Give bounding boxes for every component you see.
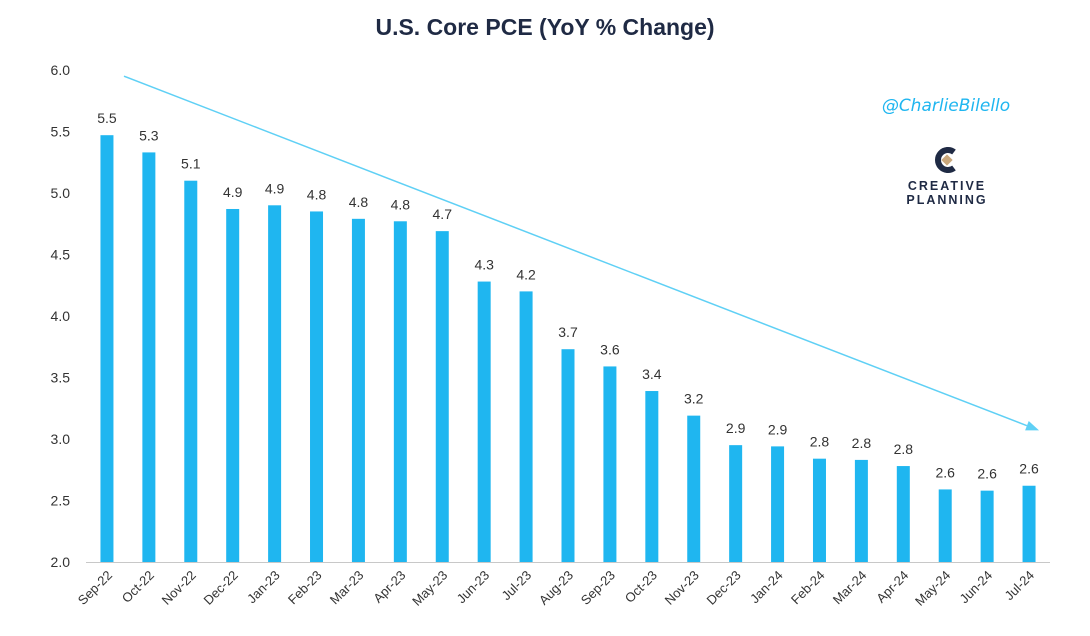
data-label: 3.2	[684, 391, 704, 407]
bar	[310, 211, 324, 562]
data-label: 2.6	[935, 464, 955, 480]
data-label: 2.8	[810, 434, 830, 450]
x-tick-label: Oct-22	[119, 568, 157, 606]
data-label: 3.4	[642, 366, 662, 382]
x-tick-label: Aug-23	[536, 568, 576, 608]
x-tick-label: Jan-23	[244, 568, 283, 607]
x-tick-label: Jan-24	[747, 568, 786, 607]
brand-line-1: CREATIVE	[907, 179, 987, 193]
data-label: 2.9	[768, 421, 788, 437]
bar	[645, 391, 659, 562]
x-tick-label: Jul-23	[499, 568, 535, 604]
bar	[184, 180, 198, 562]
x-tick-label: Nov-23	[662, 568, 702, 608]
x-tick-label: May-24	[912, 568, 953, 609]
y-tick-label: 4.5	[51, 247, 71, 263]
bar	[100, 135, 114, 562]
bar	[393, 221, 407, 563]
y-axis: 2.0 2.5 3.0 3.5 4.0 4.5 5.0 5.5 6.0	[51, 62, 71, 570]
data-label: 3.7	[558, 324, 578, 340]
bar	[435, 231, 449, 562]
y-tick-label: 3.5	[51, 370, 71, 386]
data-label: 4.9	[223, 184, 243, 200]
y-tick-label: 5.0	[51, 185, 71, 201]
data-label: 4.2	[516, 266, 536, 282]
x-tick-label: Mar-24	[830, 568, 870, 608]
bar	[1022, 485, 1036, 562]
x-tick-label: Apr-23	[370, 568, 408, 606]
data-label: 2.9	[726, 420, 746, 436]
data-label: 2.8	[894, 441, 914, 457]
x-tick-label: Oct-23	[622, 568, 660, 606]
x-tick-label: Jul-24	[1002, 568, 1038, 604]
trend-line	[123, 75, 1028, 427]
brand-line-2: PLANNING	[906, 193, 988, 207]
data-label: 2.8	[852, 435, 872, 451]
bar	[561, 349, 575, 562]
bar	[812, 458, 826, 562]
bar	[477, 281, 491, 562]
trend-arrow	[123, 75, 1040, 431]
x-axis: Sep-22 Oct-22 Nov-22 Dec-22 Jan-23 Feb-23 Mar-…	[75, 562, 1050, 609]
bar	[519, 291, 533, 562]
y-tick-label: 6.0	[51, 62, 71, 78]
x-tick-label: Feb-23	[285, 568, 325, 608]
bar	[896, 466, 910, 562]
data-label: 3.6	[600, 341, 620, 357]
x-tick-label: Sep-22	[75, 568, 115, 608]
x-tick-label: Feb-24	[788, 568, 828, 608]
bar	[226, 208, 240, 563]
data-labels: 5.5 5.3 5.1 4.9 4.9 4.8 4.8 4.8 4.7 4.3 4.2 3.7 3.6 3…	[97, 110, 1039, 481]
data-label: 2.6	[977, 466, 997, 482]
bar	[603, 366, 617, 562]
creative-planning-logo-icon	[935, 147, 956, 173]
data-label: 5.5	[97, 110, 117, 126]
data-label: 5.3	[139, 127, 159, 143]
data-label: 4.9	[265, 180, 285, 196]
y-tick-label: 2.5	[51, 493, 71, 509]
bars	[100, 135, 1036, 563]
data-label: 5.1	[181, 156, 201, 172]
x-tick-label: Apr-24	[873, 568, 911, 606]
creative-planning-logo: CREATIVE PLANNING	[888, 145, 1006, 207]
y-tick-label: 5.5	[51, 124, 71, 140]
bar	[980, 490, 994, 562]
y-tick-label: 2.0	[51, 554, 71, 570]
chart-title: U.S. Core PCE (YoY % Change)	[375, 14, 715, 40]
x-tick-label: Dec-23	[704, 568, 744, 608]
x-tick-label: Jun-24	[957, 568, 996, 607]
x-tick-label: Jun-23	[454, 568, 493, 607]
y-tick-label: 3.0	[51, 431, 71, 447]
data-label: 4.8	[349, 194, 369, 210]
y-tick-label: 4.0	[51, 308, 71, 324]
data-label: 4.8	[391, 196, 411, 212]
data-label: 4.3	[474, 257, 494, 273]
x-tick-label: Mar-23	[327, 568, 367, 608]
bar	[854, 459, 868, 562]
bar	[771, 446, 785, 562]
author-handle: @CharlieBilello	[881, 96, 1011, 116]
bar	[938, 489, 952, 562]
bar	[687, 415, 701, 562]
data-label: 4.8	[307, 186, 327, 202]
bar	[351, 218, 365, 562]
x-tick-label: Sep-23	[578, 568, 618, 608]
data-label: 2.6	[1019, 461, 1039, 477]
bar	[142, 152, 156, 562]
x-tick-label: Dec-22	[201, 568, 241, 608]
trend-arrowhead	[1025, 421, 1040, 431]
x-tick-label: May-23	[409, 568, 450, 609]
bar	[268, 205, 282, 563]
bar	[729, 445, 743, 562]
data-label: 4.7	[433, 206, 453, 222]
x-tick-label: Nov-22	[159, 568, 199, 608]
